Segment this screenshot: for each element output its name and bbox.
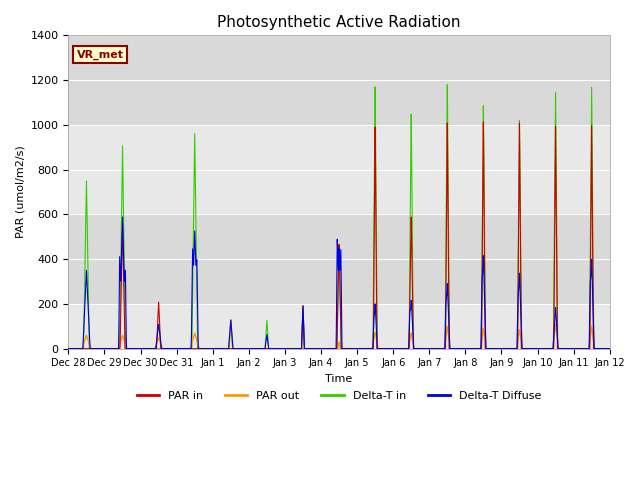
Text: VR_met: VR_met [77,49,124,60]
X-axis label: Time: Time [325,374,353,384]
Title: Photosynthetic Active Radiation: Photosynthetic Active Radiation [218,15,461,30]
Bar [68,36,610,125]
Y-axis label: PAR (umol/m2/s): PAR (umol/m2/s) [15,145,25,239]
Bar [68,215,610,304]
Legend: PAR in, PAR out, Delta-T in, Delta-T Diffuse: PAR in, PAR out, Delta-T in, Delta-T Dif… [132,387,546,406]
